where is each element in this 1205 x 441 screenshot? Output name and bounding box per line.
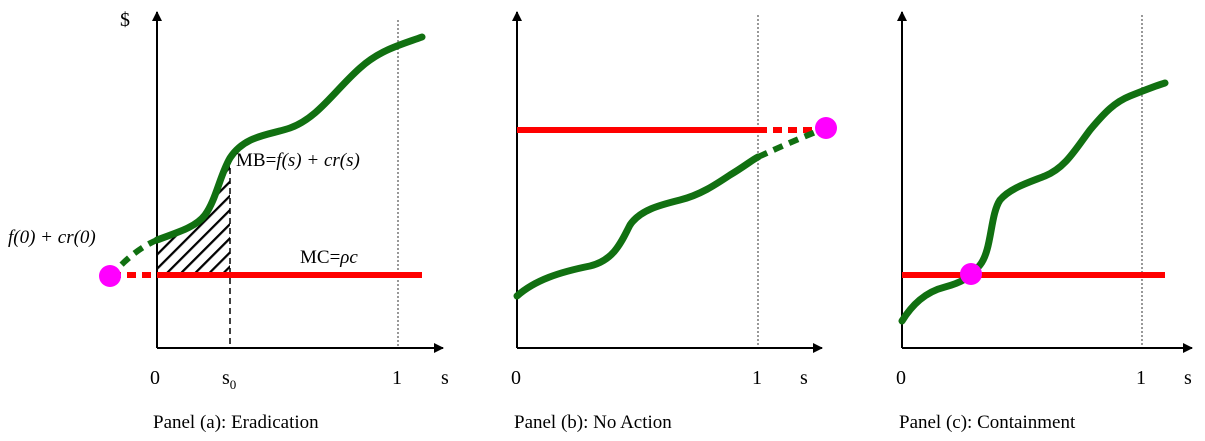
panel-b: 0 1 s Panel (b): No Action (511, 11, 837, 433)
mb-label-math: f(s) + cr(s) (276, 150, 360, 171)
caption-c: Panel (c): Containment (899, 412, 1076, 433)
caption-a: Panel (a): Eradication (153, 412, 319, 433)
x-tick-zero: 0 (896, 367, 906, 389)
mc-label: MC=ρc (300, 247, 358, 268)
panel-a: $ 0 s0 1 s MB=f(s) + cr(s) f(0) + cr(0) … (8, 9, 449, 433)
mb-label: MB=f(s) + cr(s) (236, 150, 360, 171)
x-axis-label: s (800, 367, 808, 389)
mb-curve (898, 79, 1169, 325)
mb-curve-extension (756, 125, 828, 160)
hatched-region (157, 158, 230, 275)
x-tick-one: 1 (752, 367, 762, 389)
intersection-dot (960, 263, 982, 285)
x-tick-s0: s0 (222, 367, 236, 392)
y-axis-label: $ (120, 9, 130, 31)
mb-label-prefix: MB= (236, 150, 276, 171)
intercept-dot (815, 117, 837, 139)
x-axis-label: s (1184, 367, 1192, 389)
x-tick-s0-sub: 0 (230, 377, 237, 392)
x-axis-label: s (441, 367, 449, 389)
x-tick-zero: 0 (511, 367, 521, 389)
intercept-dot (99, 265, 121, 287)
mc-label-prefix: MC= (300, 247, 340, 268)
x-tick-one: 1 (1136, 367, 1146, 389)
x-tick-one: 1 (392, 367, 402, 389)
x-tick-zero: 0 (150, 367, 160, 389)
intercept-label: f(0) + cr(0) (8, 227, 96, 248)
panel-c: 0 1 s Panel (c): Containment (896, 11, 1193, 433)
caption-b: Panel (b): No Action (514, 412, 672, 433)
mb-curve (153, 33, 426, 244)
x-tick-s0-base: s (222, 367, 230, 389)
mb-curve (513, 153, 762, 300)
mc-label-math: ρc (339, 247, 358, 268)
